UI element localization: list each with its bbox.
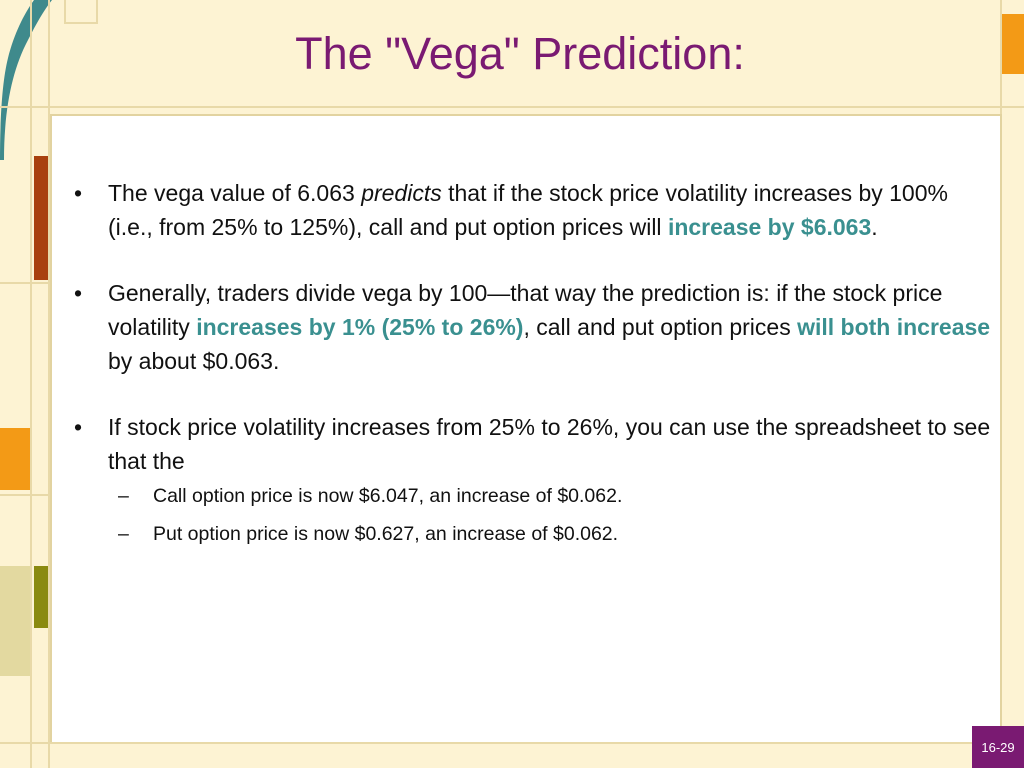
bullet-highlight: increase by $6.063 — [667, 214, 872, 240]
sub-bullet-item: – Call option price is now $6.047, an inc… — [108, 484, 992, 509]
dash-marker: – — [118, 523, 129, 545]
decor-box-top — [64, 0, 98, 24]
decor-olive-block — [0, 566, 30, 676]
decor-line — [0, 282, 50, 284]
dash-marker: – — [118, 485, 129, 507]
bullet-text: . — [871, 214, 878, 240]
bullet-text: If stock price volatility increases from… — [108, 414, 991, 474]
bullet-text: The vega value of 6.063 — [108, 180, 362, 206]
decor-olive-bar — [34, 566, 49, 628]
bullet-item: Generally, traders divide vega by 100—th… — [72, 276, 992, 378]
bullet-emphasis: predicts — [361, 180, 442, 206]
bullet-highlight: increases by 1% (25% to 26%) — [196, 314, 524, 340]
decor-rust-bar — [34, 156, 49, 280]
decor-teal-swoosh — [0, 0, 60, 160]
sub-bullet-text: Call option price is now $6.047, an incr… — [153, 485, 623, 507]
decor-line — [30, 0, 32, 768]
decor-line — [0, 106, 1024, 108]
decor-line — [48, 0, 50, 768]
sub-bullet-item: – Put option price is now $0.627, an incr… — [108, 522, 992, 547]
bullet-text: by about $0.063. — [108, 348, 280, 374]
bullet-item: If stock price volatility increases from… — [72, 410, 992, 547]
page-number-badge: 16-29 — [972, 726, 1024, 768]
bullet-text: Generally, traders divide vega by 100—th… — [108, 280, 943, 340]
page-number: 16-29 — [981, 739, 1015, 755]
decor-line — [0, 742, 972, 744]
sub-bullet-list: – Call option price is now $6.047, an inc… — [108, 484, 992, 547]
bullet-text: that if the stock price volatility incre… — [108, 180, 948, 240]
decor-orange-block-right — [1000, 14, 1024, 74]
slide-title: The "Vega" Prediction: — [295, 28, 745, 79]
sub-bullet-text: Put option price is now $0.627, an incre… — [153, 523, 619, 545]
bullet-highlight: will both increase — [797, 314, 991, 340]
decor-orange-block-left — [0, 428, 30, 490]
bullet-text: , call and put option prices — [523, 314, 798, 340]
bullet-list: The vega value of 6.063 predicts that if… — [72, 176, 992, 579]
bullet-item: The vega value of 6.063 predicts that if… — [72, 176, 992, 244]
decor-line — [0, 494, 50, 496]
